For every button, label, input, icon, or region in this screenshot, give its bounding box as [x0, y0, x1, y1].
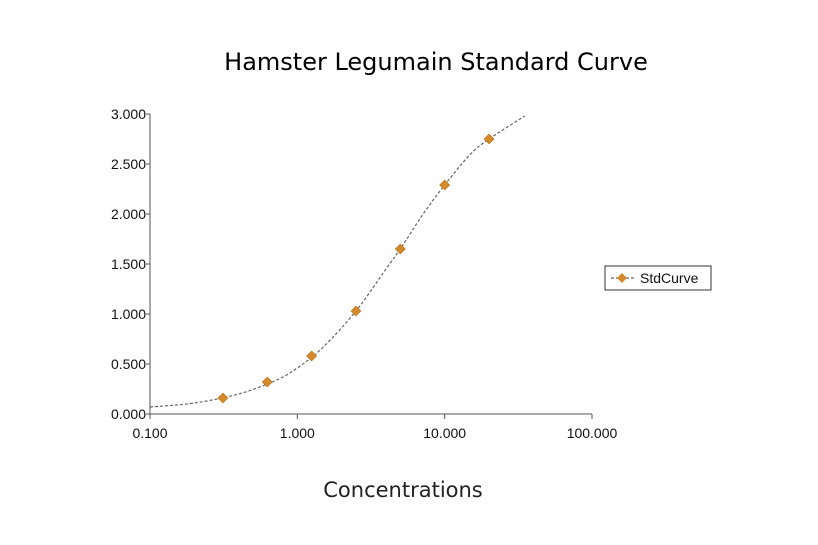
x-tick-label: 100.000	[567, 425, 618, 441]
x-tick-label: 10.000	[423, 425, 466, 441]
y-axis-ticks: 0.000 0.500 1.000 1.500 2.000 2.500 3.000	[111, 106, 150, 422]
x-axis-ticks: 0.100 1.000 10.000 100.000	[132, 414, 618, 441]
data-point-diamond	[217, 392, 229, 404]
data-point-diamond	[350, 305, 362, 317]
data-point-diamond	[439, 179, 451, 191]
axes	[149, 114, 592, 415]
data-point-diamond	[483, 133, 495, 145]
y-tick-label: 1.500	[111, 256, 146, 272]
x-axis-label: Concentrations	[323, 478, 483, 502]
y-tick-label: 3.000	[111, 106, 146, 122]
data-point-diamond	[306, 350, 318, 362]
chart-title: Hamster Legumain Standard Curve	[224, 48, 648, 76]
data-points	[217, 133, 495, 404]
y-tick-label: 1.000	[111, 306, 146, 322]
x-tick-label: 0.100	[132, 425, 167, 441]
y-tick-label: 2.500	[111, 156, 146, 172]
y-tick-label: 0.000	[111, 406, 146, 422]
legend: StdCurve	[604, 265, 712, 291]
fit-curve	[149, 115, 526, 408]
x-tick-label: 1.000	[280, 425, 315, 441]
legend-label: StdCurve	[640, 270, 699, 286]
legend-marker	[617, 273, 627, 283]
y-tick-label: 0.500	[111, 356, 146, 372]
y-tick-label: 2.000	[111, 206, 146, 222]
data-point-diamond	[261, 376, 273, 388]
data-point-diamond	[394, 243, 406, 255]
